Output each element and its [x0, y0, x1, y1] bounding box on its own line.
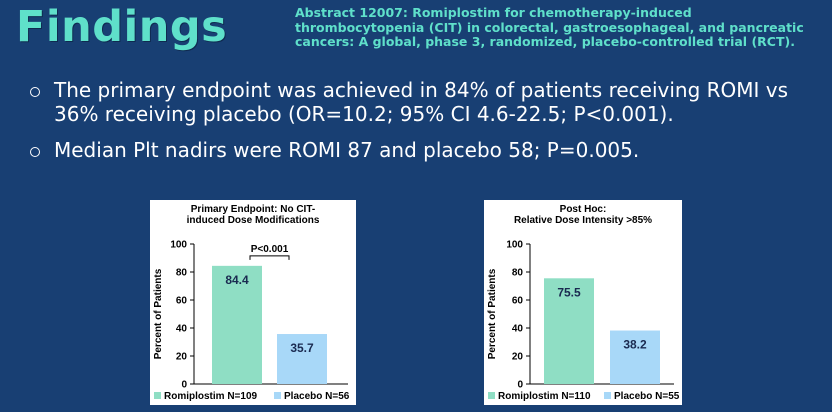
y-tick-label: 0: [181, 380, 187, 391]
finding-bullet-plt-nadirs: Median Plt nadirs were ROMI 87 and place…: [26, 138, 832, 162]
legend-label: Romiplostim N=109: [164, 391, 258, 402]
bar-placebo: [277, 334, 327, 384]
finding-text: Median Plt nadirs were ROMI 87 and place…: [54, 138, 640, 162]
significance-bracket: [249, 255, 290, 260]
legend-swatch: [488, 392, 495, 399]
circle-bullet-icon: [30, 87, 40, 97]
chart-panel-post-hoc: Post Hoc: Relative Dose Intensity >85% 0 20…: [484, 200, 682, 405]
bar-value-label: 38.2: [623, 338, 647, 352]
legend-swatch: [604, 392, 611, 399]
bar-chart-post-hoc: Post Hoc:Relative Dose Intensity >85% 0 20…: [487, 204, 680, 402]
y-axis-label: Percent of Patients: [153, 268, 164, 359]
y-tick-label: 40: [512, 324, 524, 335]
abstract-citation: Abstract 12007: Romiplostim for chemothe…: [295, 5, 804, 49]
significance-annotation: P<0.001: [251, 244, 289, 255]
y-tick-label: 100: [170, 240, 187, 251]
finding-text: The primary endpoint was achieved in 84%…: [54, 78, 789, 126]
y-tick-label: 80: [176, 268, 188, 279]
legend-label: Romiplostim N=110: [498, 391, 591, 402]
chart-title-line: induced Dose Modifications: [187, 215, 320, 226]
chart-title-line: Relative Dose Intensity >85%: [514, 215, 652, 226]
bar-romiplostim: [212, 265, 262, 384]
legend-label: Placebo N=55: [614, 391, 680, 402]
bar-value-label: 35.7: [290, 341, 314, 355]
legend-swatch: [274, 392, 281, 399]
circle-bullet-icon: [30, 147, 40, 157]
bar-value-label: 84.4: [225, 273, 249, 287]
finding-bullet-primary-endpoint: The primary endpoint was achieved in 84%…: [26, 78, 832, 126]
y-axis-label: Percent of Patients: [487, 268, 498, 359]
y-tick-label: 60: [176, 296, 188, 307]
findings-list: The primary endpoint was achieved in 84%…: [26, 78, 832, 174]
bar-value-label: 75.5: [557, 285, 581, 299]
chart-title-line: Primary Endpoint: No CIT-: [191, 204, 315, 215]
y-tick-label: 20: [512, 352, 524, 363]
y-tick-label: 60: [512, 296, 524, 307]
chart-title-line: Post Hoc:: [560, 204, 607, 215]
y-tick-label: 20: [176, 352, 188, 363]
legend-swatch: [154, 392, 161, 399]
slide-title: Findings: [16, 2, 228, 52]
bar-placebo: [610, 330, 660, 384]
chart-panel-primary-endpoint: Primary Endpoint: No CIT-induced Dose Mo…: [150, 200, 356, 405]
bar-chart-primary-endpoint: Primary Endpoint: No CIT-induced Dose Mo…: [153, 204, 350, 402]
y-tick-label: 100: [506, 240, 523, 251]
bar-romiplostim: [544, 278, 594, 384]
legend-label: Placebo N=56: [284, 391, 350, 402]
y-tick-label: 80: [512, 268, 524, 279]
y-tick-label: 40: [176, 324, 188, 335]
y-tick-label: 0: [517, 380, 523, 391]
